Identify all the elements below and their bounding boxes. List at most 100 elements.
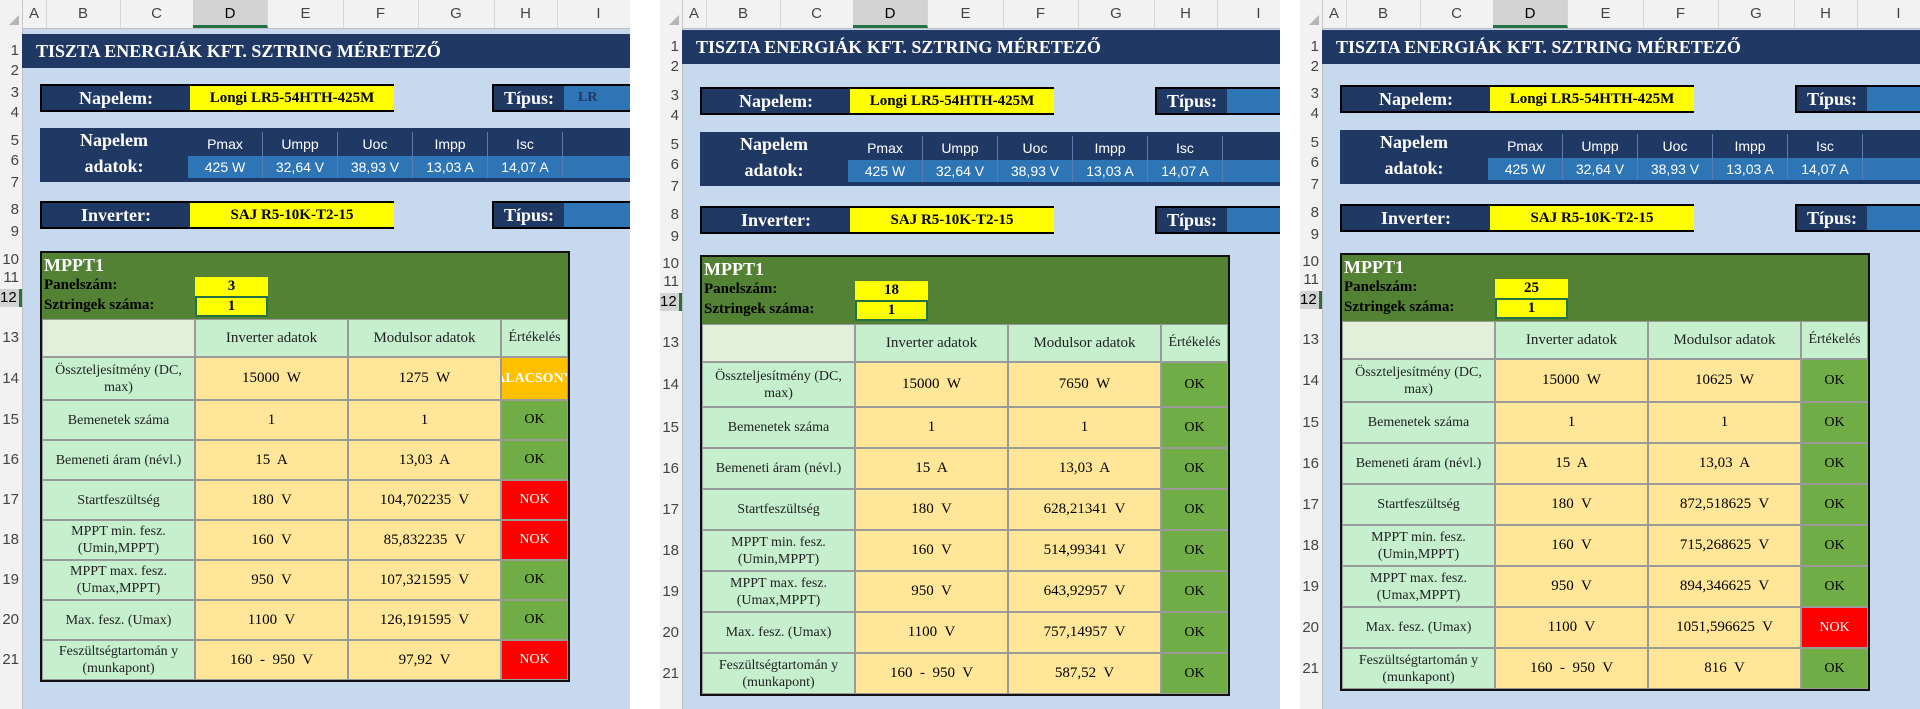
row-number[interactable]: 8 — [1310, 204, 1319, 221]
row-number[interactable]: 6 — [10, 152, 19, 169]
row-number[interactable]: 10 — [2, 251, 19, 268]
napelem-value[interactable]: Longi LR5-54HTH-425M — [1490, 87, 1694, 111]
column-header-f[interactable]: F — [1643, 0, 1719, 28]
row-number[interactable]: 10 — [662, 255, 679, 272]
row-number[interactable]: 16 — [662, 459, 679, 477]
row-number[interactable]: 19 — [2, 571, 19, 588]
row-number[interactable]: 2 — [670, 58, 679, 75]
row-number[interactable]: 17 — [662, 500, 679, 518]
column-header-i[interactable]: I — [557, 0, 630, 28]
row-number[interactable]: 20 — [1302, 618, 1319, 636]
column-header-g[interactable]: G — [418, 0, 495, 28]
row-number[interactable]: 21 — [2, 651, 19, 668]
row-number[interactable]: 15 — [1302, 413, 1319, 431]
row-number[interactable]: 11 — [3, 269, 19, 286]
column-header-h[interactable]: H — [1154, 0, 1218, 28]
column-header-a[interactable]: A — [1322, 0, 1347, 28]
column-header-h[interactable]: H — [494, 0, 558, 28]
row-number[interactable]: 2 — [1310, 58, 1319, 75]
column-header-c[interactable]: C — [780, 0, 854, 28]
napelem-value[interactable]: Longi LR5-54HTH-425M — [190, 86, 394, 110]
column-header-f[interactable]: F — [343, 0, 419, 28]
row-number[interactable]: 7 — [670, 178, 679, 195]
row-number[interactable]: 12 — [660, 293, 682, 311]
row-number[interactable]: 21 — [662, 664, 679, 682]
row-number[interactable]: 10 — [1302, 253, 1319, 270]
row-number[interactable]: 5 — [1310, 134, 1319, 151]
row-number[interactable]: 3 — [1310, 85, 1319, 102]
sztringek-input[interactable]: 1 — [195, 296, 268, 317]
panelszam-input[interactable]: 3 — [195, 277, 268, 296]
row-number[interactable]: 18 — [2, 531, 19, 548]
column-header-e[interactable]: E — [1568, 0, 1644, 28]
row-number[interactable]: 15 — [662, 418, 679, 436]
row-number[interactable]: 4 — [670, 107, 679, 124]
select-all-corner[interactable] — [0, 0, 23, 28]
column-header-g[interactable]: G — [1718, 0, 1795, 28]
column-header-e[interactable]: E — [268, 0, 344, 28]
row-number[interactable]: 4 — [10, 104, 19, 121]
select-all-corner[interactable] — [660, 0, 683, 28]
column-header-i[interactable]: I — [1217, 0, 1280, 28]
panelszam-input[interactable]: 25 — [1495, 279, 1568, 298]
row-number[interactable]: 19 — [662, 582, 679, 600]
row-number[interactable]: 1 — [670, 38, 679, 55]
column-header-e[interactable]: E — [928, 0, 1004, 28]
row-number[interactable]: 7 — [10, 174, 19, 191]
column-header-c[interactable]: C — [1420, 0, 1494, 28]
row-number[interactable]: 11 — [1303, 271, 1319, 288]
row-number[interactable]: 6 — [670, 156, 679, 173]
row-number[interactable]: 17 — [2, 491, 19, 508]
row-number[interactable]: 15 — [2, 411, 19, 428]
column-header-b[interactable]: B — [46, 0, 121, 28]
row-number[interactable]: 5 — [670, 136, 679, 153]
row-number[interactable]: 13 — [1302, 331, 1319, 348]
row-number[interactable]: 13 — [2, 329, 19, 346]
column-header-h[interactable]: H — [1794, 0, 1858, 28]
row-number[interactable]: 21 — [1302, 659, 1319, 677]
column-header-g[interactable]: G — [1078, 0, 1155, 28]
column-header-d[interactable]: D — [193, 0, 268, 28]
column-header-f[interactable]: F — [1003, 0, 1079, 28]
column-header-a[interactable]: A — [682, 0, 707, 28]
row-number[interactable]: 9 — [1310, 226, 1319, 243]
row-number[interactable]: 14 — [1302, 371, 1319, 389]
row-number[interactable]: 1 — [1310, 38, 1319, 55]
row-number[interactable]: 8 — [10, 201, 19, 218]
select-all-corner[interactable] — [1300, 0, 1323, 28]
row-number[interactable]: 8 — [670, 206, 679, 223]
row-number[interactable]: 14 — [662, 375, 679, 393]
row-number[interactable]: 9 — [670, 228, 679, 245]
column-header-i[interactable]: I — [1857, 0, 1920, 28]
row-number[interactable]: 1 — [10, 42, 19, 59]
row-number[interactable]: 2 — [10, 62, 19, 79]
row-number[interactable]: 3 — [670, 87, 679, 104]
column-header-d[interactable]: D — [853, 0, 928, 28]
panelszam-input[interactable]: 18 — [855, 281, 928, 300]
row-number[interactable]: 7 — [1310, 176, 1319, 193]
column-header-d[interactable]: D — [1493, 0, 1568, 28]
row-number[interactable]: 5 — [10, 132, 19, 149]
column-header-a[interactable]: A — [22, 0, 47, 28]
inverter-value[interactable]: SAJ R5-10K-T2-15 — [190, 203, 394, 227]
row-number[interactable]: 3 — [10, 84, 19, 101]
row-number[interactable]: 9 — [10, 223, 19, 240]
column-header-b[interactable]: B — [706, 0, 781, 28]
row-number[interactable]: 18 — [662, 541, 679, 559]
row-number[interactable]: 6 — [1310, 154, 1319, 171]
row-number[interactable]: 20 — [662, 623, 679, 641]
column-header-b[interactable]: B — [1346, 0, 1421, 28]
row-number[interactable]: 13 — [662, 334, 679, 351]
row-number[interactable]: 12 — [0, 289, 22, 307]
sztringek-input[interactable]: 1 — [855, 300, 928, 321]
sztringek-input[interactable]: 1 — [1495, 298, 1568, 319]
row-number[interactable]: 4 — [1310, 105, 1319, 122]
column-header-c[interactable]: C — [120, 0, 194, 28]
row-number[interactable]: 16 — [2, 451, 19, 468]
row-number[interactable]: 17 — [1302, 495, 1319, 513]
row-number[interactable]: 12 — [1300, 291, 1322, 309]
row-number[interactable]: 18 — [1302, 536, 1319, 554]
inverter-value[interactable]: SAJ R5-10K-T2-15 — [850, 208, 1054, 232]
inverter-value[interactable]: SAJ R5-10K-T2-15 — [1490, 206, 1694, 230]
row-number[interactable]: 14 — [2, 369, 19, 387]
